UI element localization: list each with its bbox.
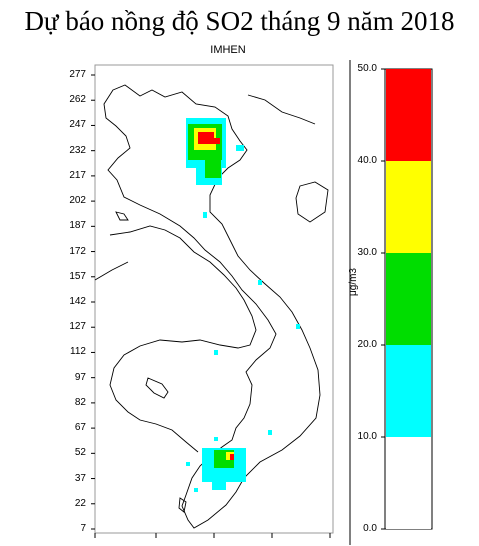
so2-cell-low (258, 280, 262, 285)
colorbar-band (386, 69, 431, 161)
y-tick-label: 127 (69, 321, 86, 333)
so2-cell-low (186, 462, 190, 466)
y-tick-label: 142 (69, 296, 86, 307)
thailand-border (94, 261, 129, 281)
so2-cell-low (212, 478, 226, 490)
lake-tonle-sap (145, 377, 169, 399)
y-tick-label: 247 (69, 119, 86, 131)
y-tick-label: 82 (74, 396, 86, 408)
y-tick-label: 22 (74, 497, 86, 509)
colorbar-tick-label: 30.0 (357, 247, 377, 258)
so2-cell-low (296, 324, 300, 329)
colorbar-tick-label: 20.0 (357, 339, 377, 350)
colorbar-bands (386, 69, 431, 529)
x-ticks (94, 533, 331, 538)
y-tick-label: 217 (69, 169, 86, 181)
phu-quoc (178, 497, 187, 513)
laos-cambodia-border (109, 225, 257, 453)
gulf-islands (115, 211, 129, 221)
so2-south-cluster (186, 437, 246, 492)
china-coast (247, 94, 316, 125)
y-tick-label: 187 (69, 220, 86, 232)
y-tick-label: 67 (74, 422, 86, 434)
colorbar-tick-label: 10.0 (357, 431, 377, 442)
y-tick-label: 7 (80, 523, 86, 534)
y-tick-label: 262 (69, 94, 86, 106)
y-tick-label: 37 (74, 472, 86, 484)
so2-cell-low (236, 145, 244, 151)
y-tick-label: 232 (69, 144, 86, 156)
colorbar-band (386, 345, 431, 437)
y-tick-label: 202 (69, 195, 86, 207)
so2-cell-low (268, 430, 272, 435)
y-tick-label: 172 (69, 245, 86, 257)
country-outlines (94, 84, 329, 529)
map-title: Dự báo nồng độ SO2 tháng 9 năm 2018 (24, 6, 455, 36)
y-tick-label: 112 (70, 346, 86, 358)
so2-cell-low (203, 212, 207, 218)
so2-cell-high (212, 138, 220, 144)
y-tick-label: 52 (74, 447, 86, 459)
colorbar-band (386, 161, 431, 253)
y-ticks (91, 74, 95, 530)
hainan (295, 181, 329, 223)
colorbar-unit: μg/m3 (348, 268, 359, 296)
so2-cell-high (198, 132, 214, 144)
colorbar-ticks (381, 68, 385, 530)
so2-cell-low (214, 350, 218, 355)
colorbar-tick-label: 0.0 (363, 523, 377, 534)
so2-cell-low (194, 488, 198, 492)
so2-cell-high (230, 454, 234, 460)
y-tick-label: 277 (69, 69, 86, 80)
colorbar-tick-label: 50.0 (357, 63, 377, 74)
so2-north-cluster (186, 118, 300, 435)
y-tick-label: 97 (74, 371, 86, 383)
so2-cell-low (214, 437, 218, 441)
colorbar-band (386, 253, 431, 345)
colorbar-tick-label: 40.0 (357, 155, 377, 166)
colorbar-band (386, 437, 431, 529)
map-subtitle: IMHEN (210, 44, 246, 56)
y-tick-label: 157 (69, 270, 86, 282)
vietnam-outline (103, 84, 321, 529)
so2-cell-mid (205, 160, 221, 178)
